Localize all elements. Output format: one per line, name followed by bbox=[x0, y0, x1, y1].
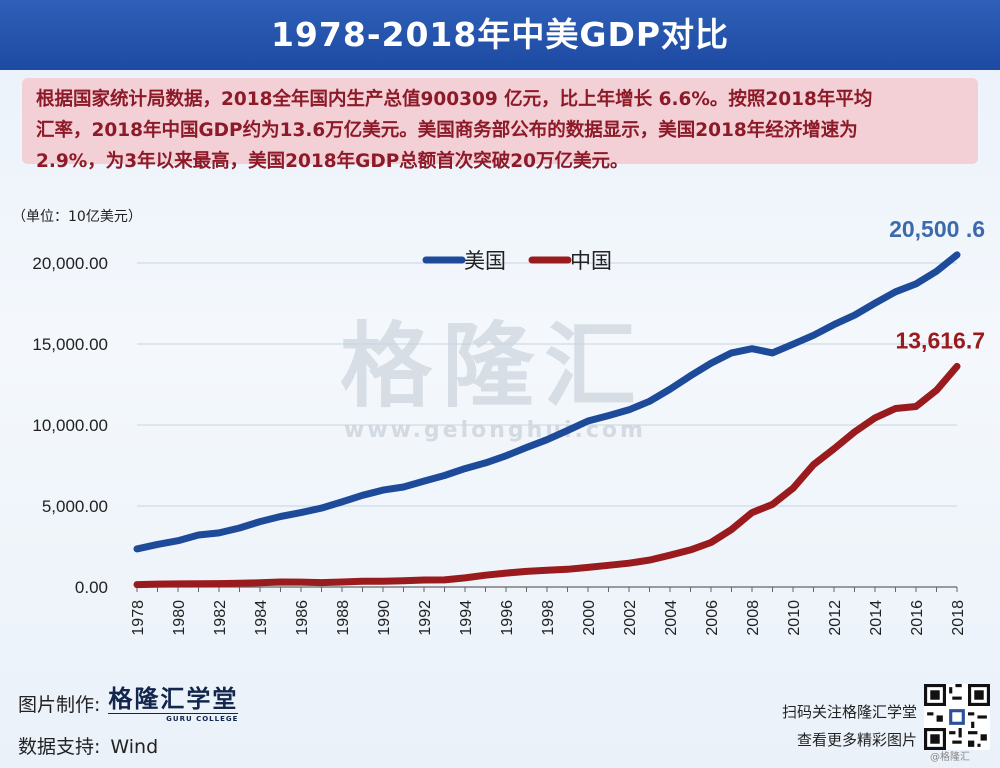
legend-label: 美国 bbox=[464, 249, 506, 273]
description-line: 2.9%，为3年以来最高，美国2018年GDP总额首次突破20万亿美元。 bbox=[36, 151, 629, 172]
x-tick-label: 2006 bbox=[704, 600, 721, 636]
description-line: 根据国家统计局数据，2018全年国内生产总值900309 亿元，比上年增长 6.… bbox=[36, 89, 873, 110]
brand-logo: 格隆汇学堂 GURU COLLEGE bbox=[108, 684, 239, 724]
cta-line-1: 扫码关注格隆汇学堂 bbox=[781, 703, 917, 721]
legend: 美国 中国 bbox=[422, 249, 612, 273]
cta-line-2: 查看更多精彩图片 bbox=[796, 731, 917, 749]
x-tick-label: 1980 bbox=[171, 600, 188, 636]
unit-label: （单位：10亿美元） bbox=[12, 209, 142, 225]
footer-cta: 扫码关注格隆汇学堂 查看更多精彩图片 bbox=[755, 698, 917, 754]
footer-credits: 图片制作: 格隆汇学堂 GURU COLLEGE 数据支持: Wind bbox=[18, 684, 239, 768]
x-tick-label: 2012 bbox=[827, 600, 844, 636]
data-source-label: 数据支持: bbox=[18, 736, 101, 758]
x-tick-label: 1994 bbox=[458, 600, 475, 636]
qr-code-icon[interactable] bbox=[924, 684, 990, 750]
gdp-line-chart: 0.005,000.0010,000.0015,000.0020,000.00 … bbox=[32, 216, 985, 636]
x-tick-label: 2014 bbox=[868, 600, 885, 636]
x-axis: 1978 1980 1982 1984 1986 1988 1990 1992 1994 1996… bbox=[130, 586, 967, 636]
y-tick-label: 5,000.00 bbox=[42, 497, 108, 516]
y-tick-label: 20,000.00 bbox=[32, 254, 108, 273]
description-line: 汇率，2018年中国GDP约为13.6万亿美元。美国商务部公布的数据显示，美国2… bbox=[36, 120, 858, 141]
x-tick-label: 2004 bbox=[663, 600, 680, 636]
watermark-logo-text: 格隆汇 bbox=[340, 313, 647, 420]
grid-lines bbox=[137, 262, 957, 507]
end-value-label: 20,500 .6 bbox=[889, 216, 985, 242]
end-labels: 20,500 .6 13,616.7 bbox=[889, 216, 985, 354]
x-tick-label: 1984 bbox=[253, 600, 270, 636]
x-tick-label: 1982 bbox=[212, 600, 229, 636]
y-tick-label: 10,000.00 bbox=[32, 416, 108, 435]
x-tick-label: 1996 bbox=[499, 600, 516, 636]
data-source-row: 数据支持: Wind bbox=[18, 726, 238, 768]
legend-label: 中国 bbox=[570, 249, 612, 273]
x-tick-label: 1990 bbox=[376, 600, 393, 636]
brand-subtitle: GURU COLLEGE bbox=[108, 712, 239, 724]
end-value-label: 13,616.7 bbox=[895, 327, 985, 353]
series-lines bbox=[133, 251, 961, 589]
brand-name: 格隆汇学堂 bbox=[108, 684, 239, 713]
x-tick-label: 1998 bbox=[540, 600, 557, 636]
x-tick-label: 2016 bbox=[909, 600, 926, 636]
x-tick-label: 1992 bbox=[417, 600, 434, 636]
x-tick-label: 2010 bbox=[786, 600, 803, 636]
y-axis: 0.00 5,000.00 10,000.00 15,000.00 20,000.00 bbox=[32, 254, 108, 597]
x-tick-label: 2018 bbox=[950, 600, 967, 636]
x-tick-label: 2002 bbox=[622, 600, 639, 636]
qr-tag: @格隆汇 bbox=[930, 752, 970, 763]
x-tick-label: 2008 bbox=[745, 600, 762, 636]
page-title: 1978-2018年中美GDP对比 bbox=[0, 0, 1000, 70]
x-tick-label: 1978 bbox=[130, 600, 147, 636]
data-source-value: Wind bbox=[110, 736, 159, 758]
y-tick-label: 0.00 bbox=[75, 578, 108, 597]
description-box: 根据国家统计局数据，2018全年国内生产总值900309 亿元，比上年增长 6.… bbox=[22, 78, 978, 172]
made-by-label: 图片制作: bbox=[18, 694, 101, 716]
y-tick-label: 15,000.00 bbox=[32, 335, 108, 354]
x-tick-label: 1986 bbox=[294, 600, 311, 636]
series-line-us bbox=[133, 251, 961, 553]
x-tick-label: 2000 bbox=[581, 600, 598, 636]
made-by-row: 图片制作: 格隆汇学堂 GURU COLLEGE bbox=[18, 684, 239, 726]
x-tick-label: 1988 bbox=[335, 600, 352, 636]
series-line-china bbox=[133, 362, 961, 589]
